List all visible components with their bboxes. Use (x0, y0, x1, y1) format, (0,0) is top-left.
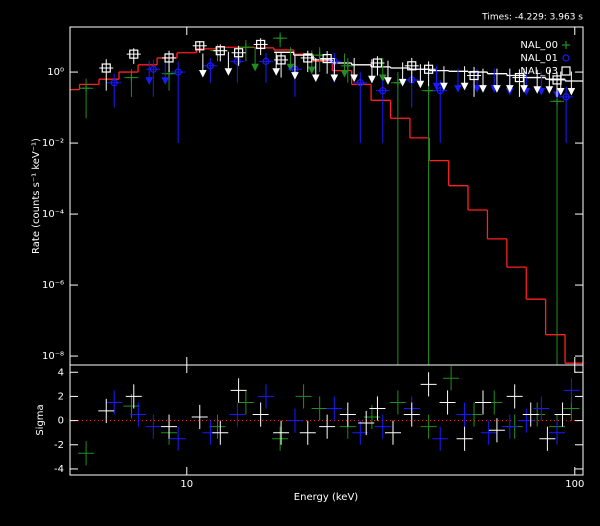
y-tick-label: 10⁻⁸ (42, 351, 64, 362)
upper-limit (199, 53, 207, 78)
axes: 10⁰ 10⁻² 10⁻⁴ 10⁻⁶ 10⁻⁸ NAL_00 NAL_01 NAL_03 -4 -… (42, 27, 584, 490)
marker (436, 87, 444, 95)
upper-limit (378, 57, 387, 83)
upper-limit (384, 60, 392, 85)
y-tick-label: 10⁰ (47, 67, 64, 78)
marker (379, 87, 387, 95)
annotation: Times: -4.229: 3.963 s (481, 13, 583, 23)
upper-limit (330, 57, 339, 83)
marker (276, 34, 285, 43)
marker (303, 53, 313, 63)
upper-limit (286, 47, 295, 72)
legend-label: NAL_01 (520, 53, 558, 64)
marker (127, 73, 136, 82)
marker (322, 53, 332, 64)
marker (552, 75, 562, 85)
upper-limit (291, 55, 299, 80)
legend-label: NAL_03 (520, 66, 558, 77)
upper-limit (350, 57, 358, 83)
y-tick-label: -4 (54, 464, 64, 475)
x-tick-label: 10 (180, 479, 193, 490)
upper-limit (161, 60, 170, 85)
upper-limit (505, 68, 514, 93)
marker (407, 61, 417, 71)
marker (234, 48, 244, 58)
upper-limit (251, 47, 259, 72)
upper-limit (416, 64, 425, 89)
y-tick-label: 0 (58, 416, 64, 427)
marker (276, 55, 286, 65)
upper-limit (224, 51, 233, 76)
upper-limit (460, 66, 469, 91)
marker (241, 43, 250, 52)
marker (110, 79, 118, 87)
marker (469, 70, 479, 81)
marker (262, 57, 270, 65)
y-tick-label: -2 (54, 440, 64, 451)
marker (129, 49, 139, 59)
marker (149, 65, 157, 73)
upper-limit (537, 71, 546, 96)
marker (424, 86, 433, 95)
marker (356, 79, 364, 87)
x-axis-label: Energy (keV) (294, 492, 359, 503)
marker (514, 72, 525, 83)
upper-limit (272, 51, 281, 76)
upper-limit (454, 68, 462, 93)
upper-limit (311, 57, 320, 83)
upper-limit (493, 68, 501, 93)
upper-limit (340, 53, 349, 78)
marker (206, 62, 214, 70)
y-tick-label: 4 (58, 367, 64, 378)
y-tick-label: 10⁻⁴ (42, 209, 64, 220)
upper-limit (440, 66, 448, 91)
marker (82, 84, 91, 93)
upper-limit (368, 59, 376, 84)
marker (174, 68, 182, 76)
upper-limit (398, 62, 407, 87)
marker (561, 66, 571, 76)
y-axis-label: Rate (counts s⁻¹ keV⁻¹) (31, 138, 42, 254)
marker (215, 46, 225, 56)
residual-plot (70, 366, 583, 466)
legend-label: NAL_00 (520, 40, 558, 51)
marker (372, 58, 383, 68)
y-tick-label: 2 (58, 391, 64, 402)
y-tick-label: 10⁻² (42, 138, 64, 149)
marker (233, 57, 241, 65)
marker (164, 53, 174, 63)
top-plot (70, 32, 583, 365)
y-tick-label: 10⁻⁶ (42, 280, 64, 291)
marker (101, 63, 111, 73)
upper-limit (545, 69, 554, 94)
marker (562, 54, 570, 62)
marker (424, 64, 434, 74)
marker (562, 93, 570, 101)
upper-limit (533, 69, 541, 94)
marker (195, 41, 205, 51)
upper-limit (479, 68, 487, 93)
x-tick-label: 100 (565, 479, 584, 490)
marker (343, 61, 352, 70)
marker (562, 41, 570, 49)
marker (393, 78, 402, 87)
y-axis-label: Sigma (35, 404, 46, 435)
marker (315, 51, 324, 60)
upper-limit (567, 71, 576, 96)
marker (256, 39, 266, 50)
residual-frame (69, 364, 584, 476)
upper-limit (432, 66, 441, 91)
